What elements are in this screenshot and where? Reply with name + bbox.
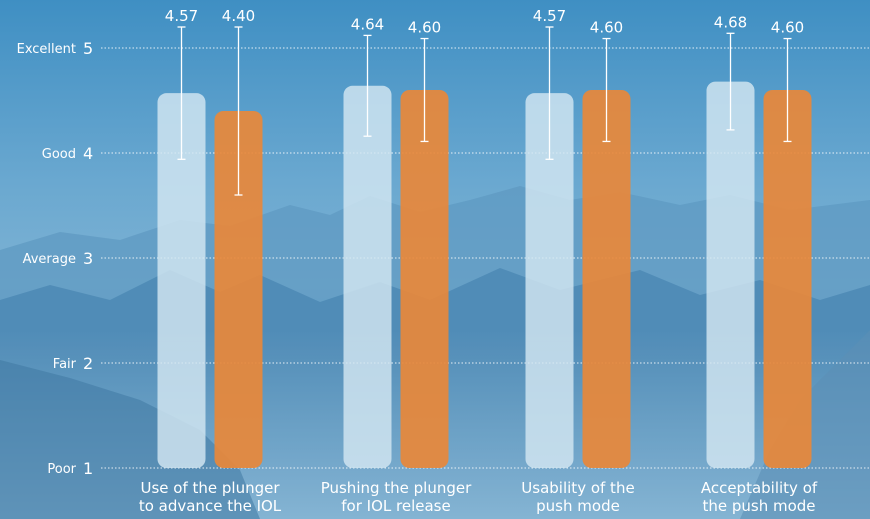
bars: 4.57 4.64 4.57 4.68 4.40 4.60 4.60 4.60 [157,7,812,469]
y-tick-number: 2 [83,354,93,373]
category-label: to advance the IOL [139,497,282,515]
left-ridge [0,360,260,519]
category-label: Usability of the [521,479,634,497]
category-label: for IOL release [341,497,450,515]
bar [157,93,206,469]
y-tick-word: Poor [47,462,76,477]
value-label: 4.57 [165,7,198,25]
y-tick-word: Average [23,252,76,267]
value-label: 4.57 [533,7,566,25]
category-label: Pushing the plunger [321,479,472,497]
y-tick-number: 5 [83,39,93,58]
y-axis: Excellent 5 Good 4 Average 3 Fair 2 Poor 1 [17,39,94,478]
category-label: the push mode [702,497,815,515]
bar [214,111,263,468]
bar [706,81,755,468]
value-label: 4.60 [771,19,804,37]
category-label: Use of the plunger [140,479,280,497]
value-label: 4.40 [222,7,255,25]
bar [763,90,812,468]
y-tick-number: 3 [83,249,93,268]
bar [582,90,631,468]
bar [525,93,574,469]
y-tick-number: 1 [83,459,93,478]
y-tick-word: Fair [53,357,77,372]
category-label: push mode [536,497,620,515]
value-label: 4.60 [590,19,623,37]
y-tick-word: Good [42,147,76,162]
bar [400,90,449,468]
y-tick-word: Excellent [17,42,76,57]
value-label: 4.68 [714,13,747,31]
value-label: 4.60 [408,19,441,37]
y-tick-number: 4 [83,144,93,163]
value-label: 4.64 [351,15,384,33]
bar [343,85,392,469]
category-label: Acceptability of [701,479,818,497]
